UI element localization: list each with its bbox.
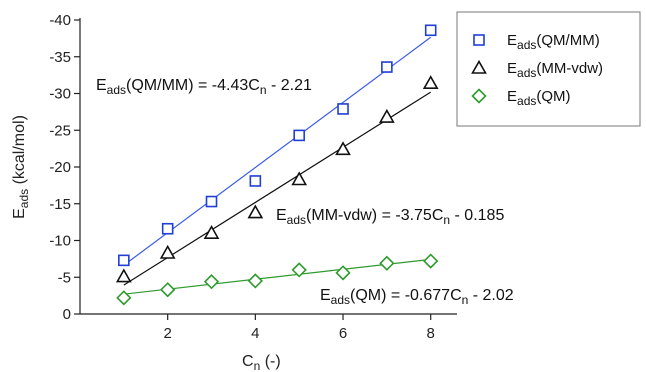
legend-marker-diamond xyxy=(471,88,487,104)
y-tick-label: -15 xyxy=(49,196,71,213)
data-point-triangle xyxy=(422,75,439,90)
x-axis-title: Cn (-) xyxy=(242,353,281,372)
y-tick-label: -30 xyxy=(49,86,71,103)
data-point-diamond xyxy=(116,290,132,306)
legend-marker-square xyxy=(473,34,485,46)
data-point-diamond xyxy=(203,274,220,290)
data-point-triangle xyxy=(291,171,308,186)
axes: 0 -5 -10 -15 -20 -25 -30 -35 -40 2 4 6 8 Cn (-) Eads (… xyxy=(11,12,457,372)
data-point-diamond xyxy=(247,273,263,289)
legend-marker-triangle xyxy=(471,59,487,74)
equation-label-diamond: Eads(QM) = -0.677Cn - 2.02 xyxy=(320,287,514,307)
data-point-diamond xyxy=(379,255,395,271)
data-point-triangle xyxy=(159,244,176,259)
data-point-triangle xyxy=(203,225,220,239)
fit-line-diamond xyxy=(123,258,431,295)
y-tick-label: -40 xyxy=(49,12,71,29)
data-point-square xyxy=(205,195,218,208)
legend-entry-diamond: Eads(QM) xyxy=(507,88,571,108)
data-point-square xyxy=(161,222,174,235)
fit-lines xyxy=(123,36,432,295)
y-tick-label: -20 xyxy=(49,159,71,176)
legend-box xyxy=(456,11,641,127)
y-tick-label: 0 xyxy=(63,306,71,323)
data-point-diamond xyxy=(291,262,307,278)
x-tick-label: 4 xyxy=(251,325,259,342)
data-point-square xyxy=(381,61,393,73)
legend-entry-square: Eads(QM/MM) xyxy=(507,32,600,52)
annotations: Eads(QM/MM) = -4.43Cn - 2.21 Eads(MM-vdw)… xyxy=(96,77,514,307)
fit-line-triangle xyxy=(123,91,432,286)
legend: Eads(QM/MM) Eads(MM-vdw) Eads(QM) xyxy=(456,11,641,127)
x-tick-label: 6 xyxy=(339,325,347,342)
y-tick-label: -35 xyxy=(49,49,71,66)
data-point-diamond xyxy=(160,282,176,298)
x-tick-label: 2 xyxy=(164,325,172,342)
data-point-triangle xyxy=(247,204,264,219)
y-axis-title: Eads (kcal/mol) xyxy=(11,115,31,219)
equation-label-square: Eads(QM/MM) = -4.43Cn - 2.21 xyxy=(96,77,312,97)
data-point-diamond xyxy=(423,253,439,269)
y-tick-label: -10 xyxy=(49,233,71,250)
equation-label-triangle: Eads(MM-vdw) = -3.75Cn - 0.185 xyxy=(276,207,504,227)
data-point-square xyxy=(249,175,262,187)
data-point-triangle xyxy=(115,268,132,283)
fit-line-square xyxy=(123,36,432,266)
data-point-triangle xyxy=(335,141,351,156)
data-point-square xyxy=(337,103,349,115)
data-point-square xyxy=(293,129,305,142)
data-points xyxy=(115,24,439,306)
y-tick-label: -5 xyxy=(58,269,71,286)
data-point-triangle xyxy=(378,108,395,123)
data-point-square xyxy=(118,254,130,267)
legend-entry-triangle: Eads(MM-vdw) xyxy=(507,60,603,80)
data-point-square xyxy=(424,24,437,37)
x-tick-label: 8 xyxy=(427,325,435,342)
y-tick-label: -25 xyxy=(49,122,71,139)
data-point-diamond xyxy=(335,265,351,281)
